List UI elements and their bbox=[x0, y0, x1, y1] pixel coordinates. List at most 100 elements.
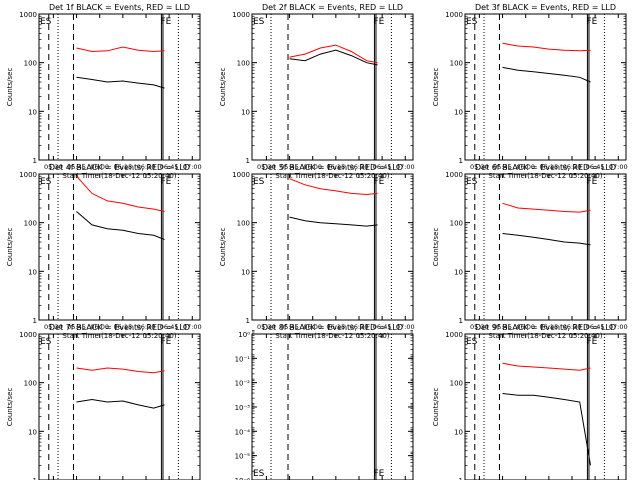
y-tick-label: 1000 bbox=[232, 11, 250, 19]
x-tick-label: 06:45 bbox=[373, 323, 392, 331]
x-tick-label: 05:45 bbox=[67, 323, 86, 331]
y-axis-label: Counts/sec bbox=[219, 228, 227, 267]
lld-series-line bbox=[502, 202, 591, 213]
y-tick-label: 10⁻⁶ bbox=[235, 477, 251, 480]
events-series-line bbox=[289, 216, 378, 227]
y-tick-label: 10⁻⁴ bbox=[235, 428, 251, 436]
chart-panel-8: Det 8f BLACK = Events, RED = LLD 10⁻⁶ 10⁻⁵… bbox=[235, 323, 414, 480]
x-tick-label: 07:00 bbox=[183, 163, 202, 171]
y-tick-label: 100 bbox=[237, 220, 250, 228]
chart-panel-1: Det 1f BLACK = Events, RED = LLD 1 10 100 10… bbox=[6, 3, 202, 180]
y-tick-label: 1 bbox=[459, 157, 463, 165]
y-tick-label: 100 bbox=[24, 220, 37, 228]
y-tick-label: 10⁻¹ bbox=[235, 355, 251, 363]
y-tick-label: 10⁻² bbox=[235, 380, 251, 388]
x-tick-label: 05:30 bbox=[470, 163, 489, 171]
chart-title: Det 9f BLACK = Events, RED = LLD bbox=[475, 323, 616, 332]
start-marker-label: ES bbox=[40, 17, 52, 27]
y-tick-label: 1000 bbox=[232, 171, 250, 179]
y-tick-label: 10⁻³ bbox=[235, 404, 251, 412]
y-tick-label: 10 bbox=[454, 428, 463, 436]
x-tick-label: 06:30 bbox=[350, 323, 369, 331]
y-tick-label: 10 bbox=[28, 268, 37, 276]
x-axis-label: Start Time (18-Dec-12 05:20:40) bbox=[275, 332, 389, 340]
y-tick-label: 1 bbox=[33, 317, 37, 325]
x-tick-label: 06:00 bbox=[516, 323, 535, 331]
events-series-line bbox=[76, 211, 165, 240]
x-axis-label: Start Time (18-Dec-12 05:20:40) bbox=[62, 172, 176, 180]
x-tick-label: 06:30 bbox=[563, 163, 582, 171]
lld-series-line bbox=[76, 367, 165, 374]
start-marker-label: ES bbox=[253, 177, 265, 187]
lld-series-line bbox=[502, 362, 591, 371]
end-marker-label: FE bbox=[160, 17, 171, 27]
chart-title: Det 5f BLACK = Events, RED = LLD bbox=[262, 163, 403, 172]
plot-frame bbox=[38, 333, 201, 480]
events-series-line bbox=[502, 393, 591, 466]
x-tick-label: 06:00 bbox=[90, 323, 109, 331]
lld-series-line bbox=[289, 178, 378, 196]
x-tick-label: 06:15 bbox=[539, 163, 558, 171]
x-tick-label: 06:00 bbox=[303, 163, 322, 171]
chart-title: Det 2f BLACK = Events, RED = LLD bbox=[262, 3, 403, 12]
end-marker-label: FE bbox=[373, 469, 384, 479]
y-tick-label: 1 bbox=[459, 317, 463, 325]
end-marker-label: FE bbox=[373, 17, 384, 27]
x-tick-label: 05:45 bbox=[493, 163, 512, 171]
y-tick-label: 10 bbox=[454, 108, 463, 116]
end-marker-label: FE bbox=[160, 337, 171, 347]
plot-frame bbox=[464, 333, 627, 480]
x-tick-label: 06:45 bbox=[586, 323, 605, 331]
y-tick-label: 1 bbox=[246, 317, 250, 325]
x-tick-label: 06:15 bbox=[539, 323, 558, 331]
plot-frame bbox=[464, 13, 627, 161]
x-tick-label: 05:45 bbox=[280, 163, 299, 171]
chart-panel-2: Det 2f BLACK = Events, RED = LLD 1 10 100 10… bbox=[219, 3, 415, 180]
y-axis-label: Counts/sec bbox=[432, 228, 440, 267]
x-tick-label: 05:30 bbox=[257, 163, 276, 171]
y-axis-label: Counts/sec bbox=[432, 68, 440, 107]
plot-frame bbox=[251, 173, 414, 321]
plot-frame bbox=[464, 173, 627, 321]
x-tick-label: 06:30 bbox=[137, 163, 156, 171]
x-tick-label: 06:30 bbox=[563, 323, 582, 331]
y-tick-label: 1000 bbox=[445, 11, 463, 19]
x-tick-label: 05:45 bbox=[67, 163, 86, 171]
x-tick-label: 07:00 bbox=[396, 163, 415, 171]
y-axis-label: Counts/sec bbox=[6, 388, 14, 427]
x-tick-label: 06:45 bbox=[586, 163, 605, 171]
chart-panel-6: Det 6f BLACK = Events, RED = LLD 1 10 100 10… bbox=[432, 163, 628, 340]
y-tick-label: 100 bbox=[237, 60, 250, 68]
y-axis-label: Counts/sec bbox=[6, 228, 14, 267]
end-marker-label: FE bbox=[160, 177, 171, 187]
y-tick-label: 100 bbox=[450, 220, 463, 228]
x-tick-label: 06:15 bbox=[326, 163, 345, 171]
lld-series-line bbox=[502, 42, 591, 52]
events-series-line bbox=[76, 76, 165, 89]
events-series-line bbox=[502, 66, 591, 83]
plot-frame bbox=[38, 13, 201, 161]
x-tick-label: 06:45 bbox=[373, 163, 392, 171]
y-tick-label: 1 bbox=[33, 157, 37, 165]
y-tick-label: 1 bbox=[246, 157, 250, 165]
y-tick-label: 10 bbox=[28, 428, 37, 436]
chart-panel-4: Det 4f BLACK = Events, RED = LLD 1 10 100 10… bbox=[6, 163, 202, 340]
start-marker-label: ES bbox=[40, 177, 52, 187]
chart-panel-9: Det 9f BLACK = Events, RED = LLD 1 10 100 10… bbox=[432, 323, 627, 480]
y-tick-label: 10⁰ bbox=[238, 331, 250, 339]
plot-frame bbox=[38, 173, 201, 321]
y-tick-label: 1000 bbox=[19, 11, 37, 19]
y-tick-label: 100 bbox=[450, 60, 463, 68]
y-tick-label: 1000 bbox=[445, 331, 463, 339]
end-marker-label: FE bbox=[373, 177, 384, 187]
x-tick-label: 05:45 bbox=[493, 323, 512, 331]
start-marker-label: ES bbox=[466, 177, 478, 187]
y-tick-label: 1000 bbox=[19, 331, 37, 339]
x-tick-label: 06:45 bbox=[160, 323, 179, 331]
y-tick-label: 10 bbox=[241, 268, 250, 276]
y-tick-label: 1 bbox=[459, 477, 463, 480]
x-tick-label: 07:00 bbox=[609, 323, 628, 331]
y-tick-label: 100 bbox=[24, 380, 37, 388]
y-tick-label: 10 bbox=[241, 108, 250, 116]
start-marker-label: ES bbox=[466, 17, 478, 27]
